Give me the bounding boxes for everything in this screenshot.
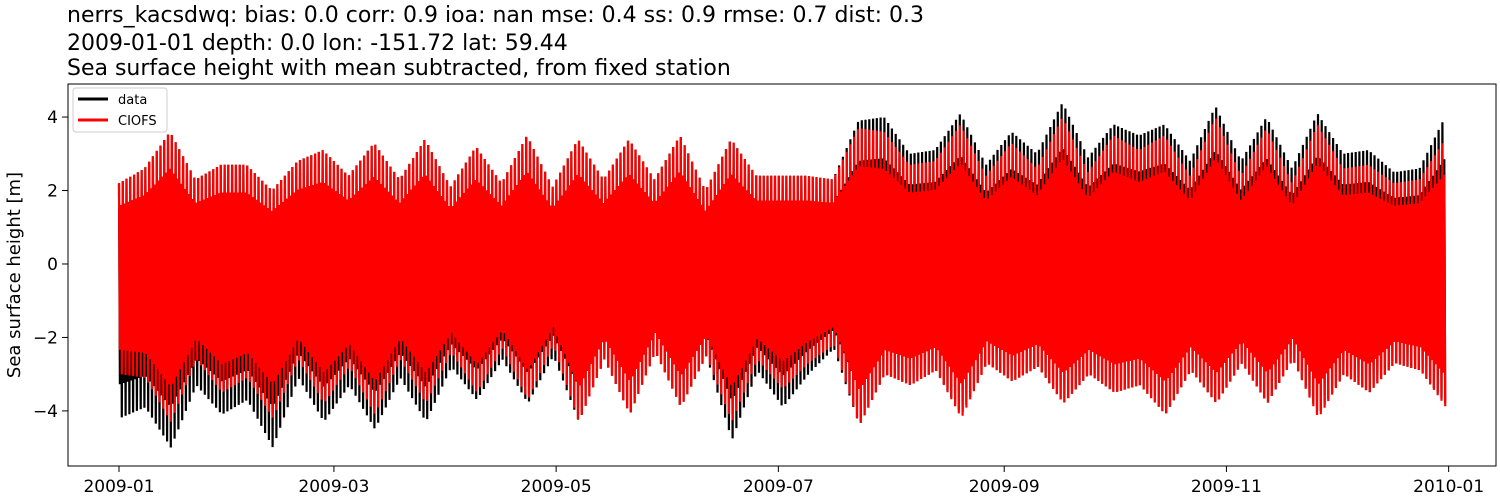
y-tick-label: 2: [47, 182, 58, 202]
chart-title-line-1: nerrs_kacsdwq: bias: 0.0 corr: 0.9 ioa: …: [67, 3, 924, 28]
x-tick-label: 2009-03: [298, 477, 369, 497]
y-axis: −4 −2 0 2 4: [33, 108, 68, 422]
y-tick-label: −4: [33, 402, 58, 422]
x-tick-label: 2009-09: [969, 477, 1040, 497]
y-axis-label: Sea surface height [m]: [4, 172, 25, 378]
x-tick-label: 2009-11: [1191, 477, 1262, 497]
plot-frame: [67, 83, 1497, 467]
x-tick-label: 2009-01: [83, 477, 154, 497]
chart-title-line-3: Sea surface height with mean subtracted,…: [67, 56, 731, 81]
legend-label-data: data: [118, 93, 147, 108]
series-layer: [117, 104, 1447, 448]
series-line-ciofs: [117, 118, 1447, 423]
x-tick-label: 2010-01: [1413, 477, 1484, 497]
y-tick-label: 0: [47, 255, 58, 275]
x-tick-label: 2009-05: [521, 477, 592, 497]
chart-title-line-2: 2009-01-01 depth: 0.0 lon: -151.72 lat: …: [67, 31, 568, 56]
legend-label-ciofs: CIOFS: [118, 114, 157, 129]
x-tick-label: 2009-07: [743, 477, 814, 497]
legend: data CIOFS: [72, 87, 168, 133]
x-axis: 2009-01 2009-03 2009-05 2009-07 2009-09 2009-…: [83, 466, 1484, 497]
y-tick-label: 4: [47, 108, 58, 128]
y-tick-label: −2: [33, 328, 58, 348]
